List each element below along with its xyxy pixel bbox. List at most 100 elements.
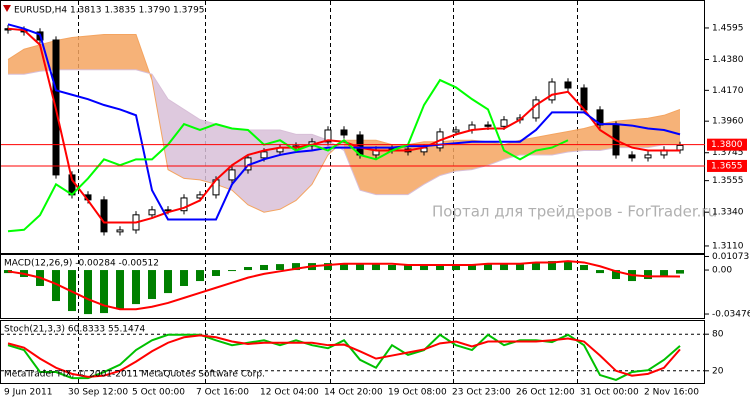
panel-title: EURUSD,H4 1.3813 1.3835 1.3790 1.3795 xyxy=(14,6,205,16)
cloud-segment xyxy=(360,140,376,195)
x-tick-label: 31 Oct 00:00 xyxy=(580,388,639,398)
y-tick-label: 1.3555 xyxy=(712,176,744,186)
candle-body xyxy=(100,199,108,233)
candle-body xyxy=(148,209,156,216)
x-tick-label: 5 Oct 00:00 xyxy=(132,388,185,398)
histogram-bar xyxy=(292,263,300,271)
histogram-bar xyxy=(420,264,428,271)
footer: MetaTrader FIX, © 2001-2011 MetaQuotes S… xyxy=(4,370,265,380)
histogram-bar xyxy=(500,264,508,271)
candle-body xyxy=(628,154,636,159)
y-tick-label: 1.3340 xyxy=(712,208,744,218)
cloud-edge xyxy=(8,69,680,196)
candle-body xyxy=(452,129,460,133)
cloud-segment xyxy=(488,141,504,166)
candle-body xyxy=(340,129,348,136)
panel-title: MACD(12,26,9) -0.00284 -0.00512 xyxy=(4,259,159,269)
cloud-segment xyxy=(584,124,600,151)
histogram-bar xyxy=(596,270,604,274)
symbol-icon xyxy=(3,5,11,12)
histogram-bar xyxy=(260,264,268,271)
y-tick-label: 80 xyxy=(712,330,724,340)
signal-line xyxy=(7,260,681,311)
cloud-segment xyxy=(424,141,440,185)
x-tick-label: 19 Oct 08:00 xyxy=(388,388,447,398)
cloud-segment xyxy=(216,124,232,191)
histogram-bar xyxy=(564,261,572,271)
cloud-segment xyxy=(232,128,248,205)
cloud-segment xyxy=(104,34,120,70)
cloud-segment xyxy=(616,119,632,148)
x-tick-label: 7 Oct 16:00 xyxy=(196,388,249,398)
histogram-bar xyxy=(660,270,668,278)
macd-panel xyxy=(0,254,705,319)
panel-title: Stoch(21,3,3) 60.8333 55.1474 xyxy=(4,325,145,335)
candle-body xyxy=(644,154,652,159)
histogram-bar xyxy=(580,264,588,271)
candle-body xyxy=(564,81,572,89)
y-tick-label: -0.03476 xyxy=(712,310,750,320)
histogram-bar xyxy=(132,270,140,305)
histogram-bar xyxy=(356,264,364,271)
panel-frames xyxy=(0,0,705,384)
x-tick-label: 23 Oct 23:00 xyxy=(452,388,511,398)
cloud-segment xyxy=(168,99,184,179)
cloud-segment xyxy=(520,137,536,155)
histogram-bar xyxy=(452,264,460,271)
histogram-bar xyxy=(116,270,124,310)
cloud-segment xyxy=(472,140,488,170)
histogram-bar xyxy=(324,263,332,271)
histogram-bar xyxy=(228,270,236,272)
cloud-segment xyxy=(664,109,680,145)
stoch-line xyxy=(7,333,681,382)
x-tick-label: 12 Oct 04:00 xyxy=(260,388,319,398)
level-label: 1.3655 xyxy=(711,161,743,171)
histogram-bar xyxy=(212,270,220,276)
cloud-segment xyxy=(120,34,136,70)
watermark: Портал для трейдеров - ForTrader.ru xyxy=(432,203,717,221)
histogram-bar xyxy=(436,264,444,271)
x-tick-label: 14 Oct 20:00 xyxy=(324,388,383,398)
x-tick-label: 30 Sep 12:00 xyxy=(68,388,128,398)
histogram-bar xyxy=(612,270,620,280)
level-tag xyxy=(707,138,747,151)
y-tick-label: 20 xyxy=(712,366,724,376)
histogram-bar xyxy=(196,270,204,282)
histogram-bar xyxy=(276,264,284,271)
candle-body xyxy=(228,169,236,181)
cloud-segment xyxy=(280,129,296,210)
y-tick-label: 1.3110 xyxy=(712,241,744,251)
histogram-bar xyxy=(148,270,156,300)
candle-body xyxy=(116,229,124,233)
histogram-bar xyxy=(644,270,652,280)
level-label: 1.3800 xyxy=(711,140,743,150)
cloud-segment xyxy=(8,49,24,75)
histogram-bar xyxy=(52,270,60,302)
candle-body xyxy=(260,151,268,159)
histogram-bar xyxy=(244,267,252,271)
cloud-segment xyxy=(456,140,472,172)
histogram-bar xyxy=(372,264,380,271)
main-panel xyxy=(0,0,705,254)
indicator-line xyxy=(7,27,680,224)
histogram-bar xyxy=(468,264,476,271)
cloud-segment xyxy=(344,140,360,191)
histogram-bar xyxy=(404,264,412,271)
indicator-line xyxy=(7,78,569,233)
level-tag xyxy=(707,159,747,172)
cloud-segment xyxy=(440,140,456,176)
histogram-bar xyxy=(180,270,188,286)
histogram-bar xyxy=(548,261,556,271)
cloud-segment xyxy=(200,119,216,185)
cloud-segment xyxy=(408,141,424,195)
cloud-segment xyxy=(392,144,408,195)
y-tick-label: 1.4380 xyxy=(712,55,744,65)
histogram-bar xyxy=(164,270,172,294)
histogram-bar xyxy=(84,270,92,315)
y-tick-label: 1.4595 xyxy=(712,23,744,33)
x-tick-label: 9 Jun 2011 xyxy=(4,388,52,398)
candle-body xyxy=(180,197,188,212)
cloud-segment xyxy=(648,115,664,148)
stoch-line xyxy=(7,334,681,378)
